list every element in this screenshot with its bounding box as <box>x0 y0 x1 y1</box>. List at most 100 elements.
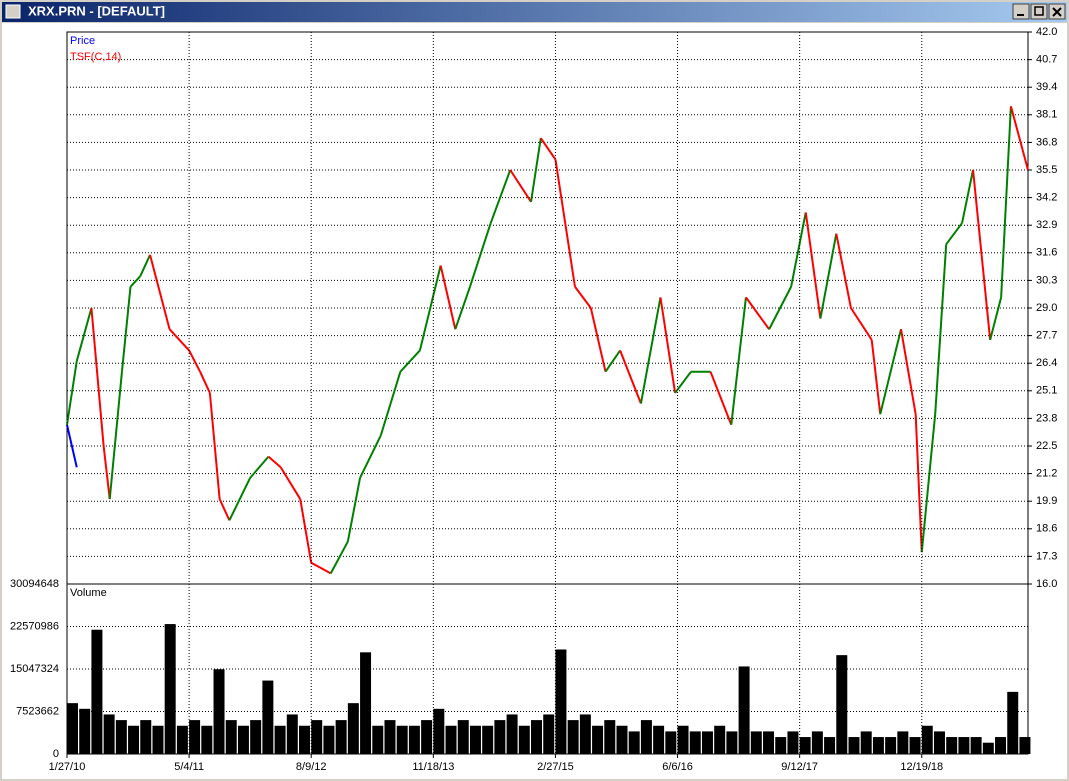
price-segment <box>1000 106 1012 298</box>
volume-bar <box>1007 691 1019 754</box>
price-segment <box>359 434 382 479</box>
price-segment <box>379 371 402 436</box>
price-segment <box>619 350 642 404</box>
price-segment <box>418 265 442 351</box>
price-segment <box>199 371 211 394</box>
window-title: XRX.PRN - [DEFAULT] <box>28 3 165 18</box>
price-segment <box>934 244 948 415</box>
volume-bar <box>958 737 970 754</box>
volume-bar <box>763 731 775 754</box>
volume-bar <box>799 737 811 754</box>
price-segment <box>989 297 1003 341</box>
price-segment <box>564 222 576 287</box>
y-tick-label: 31.6 <box>1036 247 1057 259</box>
volume-bar <box>616 725 628 754</box>
volume-bar <box>933 731 945 754</box>
price-segment <box>66 424 78 468</box>
volume-bar <box>360 652 372 754</box>
y-tick-label: 25.1 <box>1036 385 1057 397</box>
price-segment <box>346 477 362 542</box>
price-segment <box>129 275 142 288</box>
legend-entry: Price <box>70 35 95 47</box>
volume-bar <box>347 703 359 754</box>
price-segment <box>879 328 902 415</box>
maximize-button[interactable] <box>1030 3 1048 20</box>
volume-bar <box>384 720 396 754</box>
volume-bar <box>738 666 750 754</box>
price-segment <box>745 296 770 330</box>
title-bar <box>2 2 1067 22</box>
volume-bar <box>872 737 884 754</box>
y-tick-label: 17.3 <box>1036 550 1057 562</box>
y-tick-label: 22570986 <box>10 620 59 632</box>
price-segment <box>509 169 532 203</box>
volume-bar <box>824 737 836 754</box>
x-tick-label: 5/4/11 <box>174 761 204 773</box>
price-segment <box>139 254 151 277</box>
volume-bar <box>775 737 787 754</box>
price-segment <box>850 307 873 341</box>
volume-bar <box>250 720 262 754</box>
x-tick-label: 9/12/17 <box>781 761 818 773</box>
x-tick-label: 12/19/18 <box>900 761 943 773</box>
y-tick-label: 34.2 <box>1036 192 1057 204</box>
volume-bar <box>787 731 799 754</box>
volume-bar <box>164 624 176 754</box>
legend-entry: TSF(C,14) <box>70 51 121 63</box>
volume-bar <box>128 725 140 754</box>
volume-bar <box>225 720 237 754</box>
price-segment <box>539 137 557 160</box>
minimize-button[interactable] <box>1012 3 1030 20</box>
volume-bar <box>311 720 323 754</box>
price-segment <box>102 445 111 500</box>
volume-bar <box>408 725 420 754</box>
price-segment <box>218 498 231 521</box>
price-segment <box>709 371 733 426</box>
price-segment <box>208 392 221 500</box>
volume-bar <box>995 737 1007 754</box>
volume-bar <box>921 725 933 754</box>
volume-bar <box>506 714 518 754</box>
volume-bar <box>555 649 567 754</box>
volume-bar <box>897 731 909 754</box>
x-tick-label: 1/27/10 <box>49 761 86 773</box>
volume-bar <box>79 708 91 754</box>
volume-bar <box>201 725 213 754</box>
volume-bar <box>677 725 689 754</box>
price-segment <box>279 466 302 500</box>
volume-bar <box>640 720 652 754</box>
volume-bar <box>946 737 958 754</box>
close-button[interactable] <box>1048 3 1066 20</box>
price-segment <box>819 233 838 319</box>
volume-bar <box>323 725 335 754</box>
volume-bar <box>909 737 921 754</box>
price-segment <box>659 297 677 394</box>
volume-bar <box>579 714 591 754</box>
volume-bar <box>286 714 298 754</box>
volume-bar <box>567 720 579 754</box>
price-segment <box>188 350 201 373</box>
price-segment <box>870 339 882 415</box>
volume-bar <box>592 725 604 754</box>
price-segment <box>589 307 607 372</box>
y-tick-label: 30094648 <box>10 578 59 590</box>
price-segment <box>574 286 592 309</box>
price-segment <box>399 349 421 373</box>
y-tick-label: 27.7 <box>1036 330 1057 342</box>
price-segment <box>730 297 747 425</box>
volume-bar <box>860 731 872 754</box>
price-segment <box>920 414 937 553</box>
price-segment <box>66 360 78 425</box>
y-tick-label: 36.8 <box>1036 136 1057 148</box>
price-segment <box>299 498 313 563</box>
price-segment <box>267 455 282 468</box>
chart-area <box>2 23 1067 779</box>
volume-bar <box>726 731 738 754</box>
legend-entry: Volume <box>70 587 107 599</box>
y-tick-label: 40.7 <box>1036 54 1057 66</box>
price-segment <box>804 212 822 319</box>
price-segment <box>790 212 807 287</box>
volume-bar <box>1019 737 1031 754</box>
price-segment <box>329 541 349 574</box>
